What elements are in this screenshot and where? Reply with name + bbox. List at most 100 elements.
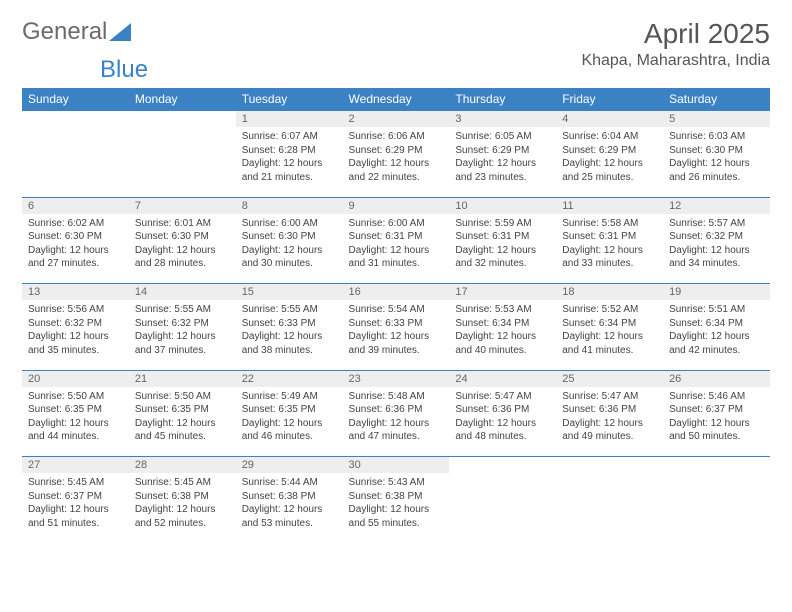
sunset-line: Sunset: 6:30 PM [242, 230, 337, 244]
sunset-line: Sunset: 6:31 PM [349, 230, 444, 244]
day-content-cell: Sunrise: 5:50 AMSunset: 6:35 PMDaylight:… [22, 387, 129, 457]
sunrise-line: Sunrise: 5:46 AM [669, 390, 764, 404]
sunset-line: Sunset: 6:33 PM [242, 317, 337, 331]
day-content-cell: Sunrise: 5:51 AMSunset: 6:34 PMDaylight:… [663, 300, 770, 370]
daylight-line: Daylight: 12 hours and 41 minutes. [562, 330, 657, 357]
sunset-line: Sunset: 6:37 PM [28, 490, 123, 504]
sunrise-line: Sunrise: 6:05 AM [455, 130, 550, 144]
day-number-cell: 29 [236, 457, 343, 474]
daylight-line: Daylight: 12 hours and 49 minutes. [562, 417, 657, 444]
day-content-cell [22, 127, 129, 197]
sunrise-line: Sunrise: 6:06 AM [349, 130, 444, 144]
calendar-table: SundayMondayTuesdayWednesdayThursdayFrid… [22, 88, 770, 543]
sunset-line: Sunset: 6:28 PM [242, 144, 337, 158]
day-number-cell: 11 [556, 197, 663, 214]
daylight-line: Daylight: 12 hours and 37 minutes. [135, 330, 230, 357]
weekday-header: Sunday [22, 88, 129, 111]
sunrise-line: Sunrise: 5:59 AM [455, 217, 550, 231]
sunset-line: Sunset: 6:31 PM [455, 230, 550, 244]
day-number-cell [22, 111, 129, 128]
daylight-line: Daylight: 12 hours and 52 minutes. [135, 503, 230, 530]
sunrise-line: Sunrise: 5:45 AM [135, 476, 230, 490]
day-content-cell: Sunrise: 6:00 AMSunset: 6:30 PMDaylight:… [236, 214, 343, 284]
day-number-row: 12345 [22, 111, 770, 128]
day-content-cell: Sunrise: 5:55 AMSunset: 6:33 PMDaylight:… [236, 300, 343, 370]
daylight-line: Daylight: 12 hours and 44 minutes. [28, 417, 123, 444]
sunrise-line: Sunrise: 5:48 AM [349, 390, 444, 404]
day-content-row: Sunrise: 6:02 AMSunset: 6:30 PMDaylight:… [22, 214, 770, 284]
day-content-row: Sunrise: 6:07 AMSunset: 6:28 PM Daylight:… [22, 127, 770, 197]
day-number-cell: 16 [343, 284, 450, 301]
daylight-line: Daylight: 12 hours and 50 minutes. [669, 417, 764, 444]
sunset-line: Sunset: 6:36 PM [349, 403, 444, 417]
daylight-line: Daylight: 12 hours and 28 minutes. [135, 244, 230, 271]
day-number-cell: 26 [663, 370, 770, 387]
daylight-line: Daylight: 12 hours and 51 minutes. [28, 503, 123, 530]
daylight-line: Daylight: 12 hours and 38 minutes. [242, 330, 337, 357]
day-number-cell: 24 [449, 370, 556, 387]
day-content-cell: Sunrise: 6:07 AMSunset: 6:28 PMDaylight:… [236, 127, 343, 197]
sunset-line: Sunset: 6:32 PM [669, 230, 764, 244]
weekday-header: Tuesday [236, 88, 343, 111]
sunset-line: Sunset: 6:34 PM [562, 317, 657, 331]
weekday-header: Monday [129, 88, 236, 111]
sunset-line: Sunset: 6:30 PM [669, 144, 764, 158]
daylight-line: Daylight: 12 hours and 46 minutes. [242, 417, 337, 444]
day-content-cell: Sunrise: 6:00 AMSunset: 6:31 PMDaylight:… [343, 214, 450, 284]
daylight-line: Daylight: 12 hours and 27 minutes. [28, 244, 123, 271]
day-content-cell: Sunrise: 5:59 AMSunset: 6:31 PMDaylight:… [449, 214, 556, 284]
day-number-cell [449, 457, 556, 474]
daylight-line: Daylight: 12 hours and 45 minutes. [135, 417, 230, 444]
sunset-line: Sunset: 6:32 PM [135, 317, 230, 331]
weekday-header: Thursday [449, 88, 556, 111]
sunset-line: Sunset: 6:29 PM [455, 144, 550, 158]
day-number-cell: 4 [556, 111, 663, 128]
sunrise-line: Sunrise: 6:00 AM [242, 217, 337, 231]
sunrise-line: Sunrise: 5:56 AM [28, 303, 123, 317]
day-number-cell: 10 [449, 197, 556, 214]
daylight-line: Daylight: 12 hours and 22 minutes. [349, 157, 444, 184]
sunrise-line: Sunrise: 5:52 AM [562, 303, 657, 317]
day-content-cell: Sunrise: 5:58 AMSunset: 6:31 PMDaylight:… [556, 214, 663, 284]
day-content-cell: Sunrise: 5:47 AMSunset: 6:36 PMDaylight:… [556, 387, 663, 457]
day-number-row: 27282930 [22, 457, 770, 474]
day-content-cell [129, 127, 236, 197]
day-content-row: Sunrise: 5:50 AMSunset: 6:35 PMDaylight:… [22, 387, 770, 457]
sunrise-line: Sunrise: 6:07 AM [242, 130, 337, 144]
daylight-line: Daylight: 12 hours and 35 minutes. [28, 330, 123, 357]
day-content-cell: Sunrise: 5:45 AMSunset: 6:37 PMDaylight:… [22, 473, 129, 543]
weekday-header: Saturday [663, 88, 770, 111]
weekday-header: Wednesday [343, 88, 450, 111]
day-content-cell: Sunrise: 5:47 AMSunset: 6:36 PMDaylight:… [449, 387, 556, 457]
day-content-cell: Sunrise: 6:06 AMSunset: 6:29 PMDaylight:… [343, 127, 450, 197]
day-number-cell: 3 [449, 111, 556, 128]
daylight-line: Daylight: 12 hours and 55 minutes. [349, 503, 444, 530]
sunset-line: Sunset: 6:29 PM [562, 144, 657, 158]
daylight-line: Daylight: 12 hours and 25 minutes. [562, 157, 657, 184]
day-number-cell: 28 [129, 457, 236, 474]
sunrise-line: Sunrise: 6:00 AM [349, 217, 444, 231]
daylight-line: Daylight: 12 hours and 34 minutes. [669, 244, 764, 271]
day-content-cell: Sunrise: 6:05 AMSunset: 6:29 PMDaylight:… [449, 127, 556, 197]
logo-text-2: Blue [100, 56, 792, 84]
logo-triangle-icon [109, 23, 131, 41]
day-number-row: 13141516171819 [22, 284, 770, 301]
sunset-line: Sunset: 6:37 PM [669, 403, 764, 417]
sunset-line: Sunset: 6:33 PM [349, 317, 444, 331]
sunset-line: Sunset: 6:35 PM [135, 403, 230, 417]
sunrise-line: Sunrise: 5:49 AM [242, 390, 337, 404]
day-number-cell: 23 [343, 370, 450, 387]
daylight-line: Daylight: 12 hours and 40 minutes. [455, 330, 550, 357]
daylight-line: Daylight: 12 hours and 47 minutes. [349, 417, 444, 444]
day-content-cell: Sunrise: 5:49 AMSunset: 6:35 PMDaylight:… [236, 387, 343, 457]
sunrise-line: Sunrise: 6:02 AM [28, 217, 123, 231]
sunset-line: Sunset: 6:30 PM [135, 230, 230, 244]
daylight-line: Daylight: 12 hours and 48 minutes. [455, 417, 550, 444]
day-number-cell [556, 457, 663, 474]
day-number-cell: 15 [236, 284, 343, 301]
daylight-line: Daylight: 12 hours and 31 minutes. [349, 244, 444, 271]
day-content-cell: Sunrise: 5:55 AMSunset: 6:32 PMDaylight:… [129, 300, 236, 370]
sunrise-line: Sunrise: 5:57 AM [669, 217, 764, 231]
daylight-line: Daylight: 12 hours and 42 minutes. [669, 330, 764, 357]
day-number-cell: 20 [22, 370, 129, 387]
